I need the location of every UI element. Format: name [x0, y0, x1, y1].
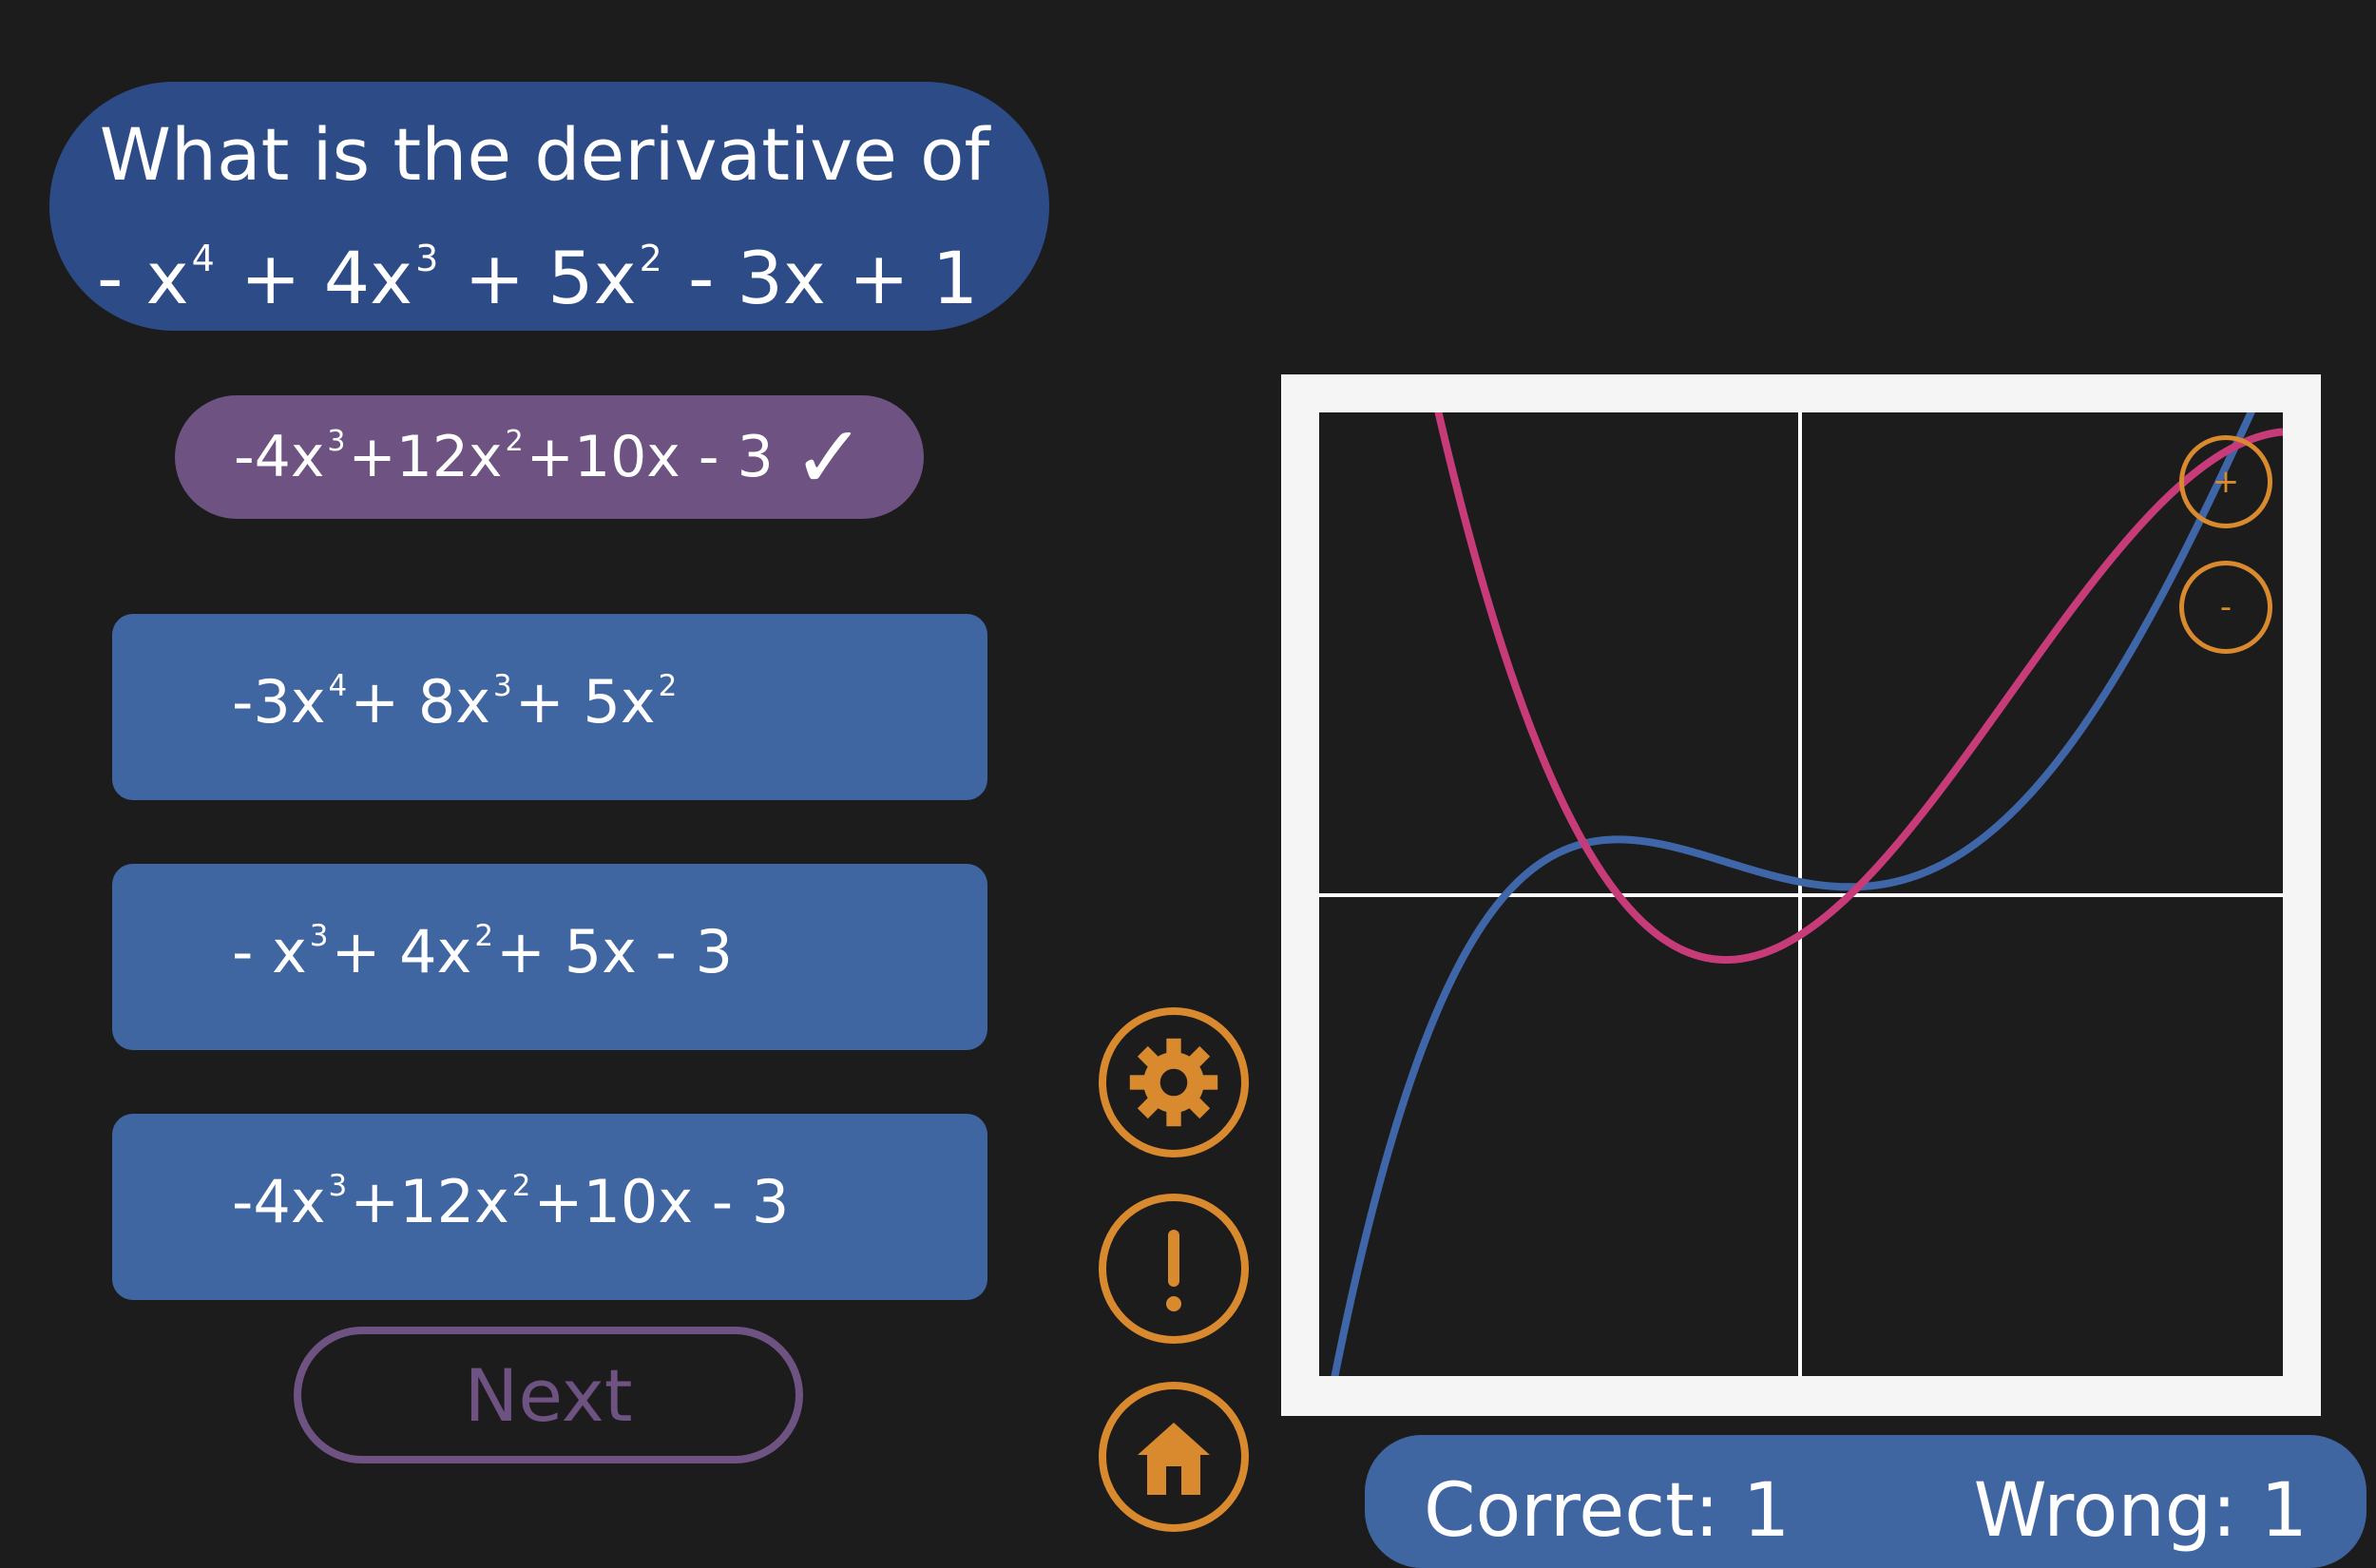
check-icon: ✓	[792, 406, 866, 508]
poly-term: + 4x3	[240, 236, 439, 321]
zoom-in-button[interactable]: +	[2179, 435, 2272, 528]
settings-button[interactable]	[1099, 1007, 1249, 1157]
answer-option-3[interactable]: -4x3+12x2+10x - 3	[112, 1114, 987, 1300]
poly-term: + 5x2	[464, 236, 662, 321]
selected-answer: -4x 3 +12x 2 +10x - 3 ✓	[175, 395, 924, 519]
answer-option-1[interactable]: -3x4+ 8x3+ 5x2	[112, 614, 987, 800]
poly-term: - x4	[97, 236, 215, 321]
exclamation-icon	[1166, 1230, 1181, 1311]
home-button[interactable]	[1099, 1382, 1249, 1532]
next-button[interactable]: Next	[294, 1327, 803, 1463]
answer-term: +12x 2	[348, 424, 524, 490]
function-curve	[1331, 412, 2255, 1376]
graph-svg	[1319, 412, 2283, 1376]
graph-canvas[interactable]: + -	[1319, 412, 2283, 1376]
poly-term: - 3x + 1	[687, 236, 979, 321]
answer-term: -4x 3	[234, 424, 346, 490]
answer-option-2[interactable]: - x3+ 4x2+ 5x - 3	[112, 864, 987, 1050]
question-text: What is the derivative of	[99, 112, 990, 197]
question-bubble: What is the derivative of - x4 + 4x3 + 5…	[49, 82, 1049, 331]
score-bar: Correct: 1 Wrong: 1	[1365, 1435, 2366, 1568]
wrong-count: Wrong: 1	[1973, 1468, 2308, 1554]
home-icon	[1138, 1423, 1210, 1495]
correct-count: Correct: 1	[1424, 1468, 1791, 1554]
info-button[interactable]	[1099, 1194, 1249, 1344]
gear-icon	[1129, 1038, 1218, 1127]
zoom-out-button[interactable]: -	[2179, 561, 2272, 654]
question-polynomial: - x4 + 4x3 + 5x2 - 3x + 1	[97, 213, 992, 324]
derivative-curve	[1434, 412, 2283, 964]
graph-frame: + -	[1281, 374, 2321, 1416]
answer-term: +10x - 3	[526, 424, 774, 490]
